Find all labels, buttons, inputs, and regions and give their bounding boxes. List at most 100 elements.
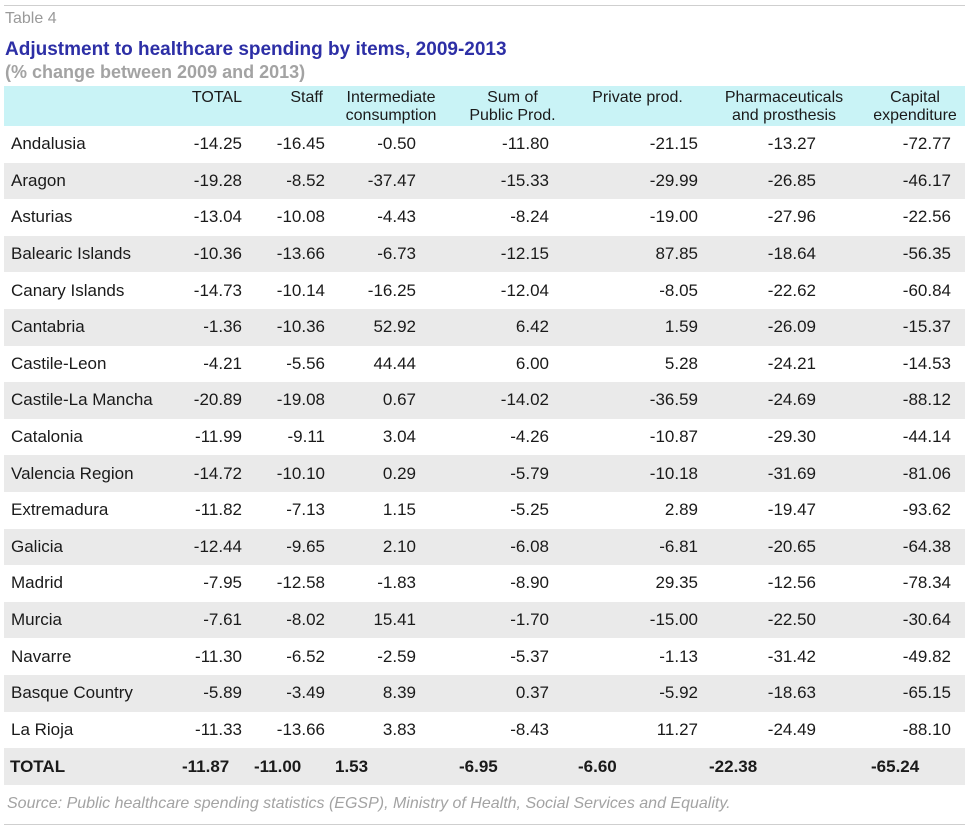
- cell-sum-public: -8.43: [510, 719, 549, 739]
- cell-private: 87.85: [655, 244, 698, 264]
- cell-intermediate: 52.92: [373, 317, 416, 337]
- cell-region: Murcia: [11, 610, 63, 630]
- header-sum-public: Sum of Public Prod.: [469, 89, 556, 124]
- total-row-pharma: -22.38: [709, 756, 758, 776]
- cell-intermediate: -37.47: [367, 170, 416, 190]
- cell-intermediate: 1.15: [382, 500, 416, 520]
- cell-private: -15.00: [649, 610, 698, 630]
- total-row-total: -11.87: [182, 756, 230, 776]
- header-pharma: Pharmaceuticals and prosthesis: [724, 89, 844, 124]
- cell-region: La Rioja: [11, 719, 74, 739]
- cell-region: Asturias: [11, 207, 73, 227]
- cell-total: -7.61: [203, 610, 242, 630]
- cell-pharma: -22.50: [767, 610, 816, 630]
- cell-sum-public: -5.79: [510, 463, 549, 483]
- header-capital: Capital expenditure: [873, 89, 957, 124]
- cell-staff: -10.36: [276, 317, 325, 337]
- cell-private: -5.92: [659, 683, 698, 703]
- total-row-label: TOTAL: [10, 756, 66, 776]
- total-row-intermediate: 1.53: [335, 756, 369, 776]
- cell-private: 5.28: [664, 353, 698, 373]
- cell-capital: -64.38: [902, 536, 951, 556]
- cell-region: Castile-Leon: [11, 353, 107, 373]
- cell-sum-public: -5.25: [510, 500, 549, 520]
- cell-total: -10.36: [193, 244, 242, 264]
- table-row: La Rioja -11.33 -13.66 3.83 -8.43 11.27 -24.49…: [4, 712, 965, 749]
- header-row: TOTAL Staff Intermediate consumption Sum …: [4, 86, 965, 126]
- cell-private: -36.59: [649, 390, 698, 410]
- cell-intermediate: 15.41: [373, 610, 416, 630]
- cell-region: Andalusia: [11, 134, 86, 154]
- cell-private: -10.18: [649, 463, 698, 483]
- cell-capital: -60.84: [902, 280, 951, 300]
- cell-region: Cantabria: [11, 317, 85, 337]
- cell-pharma: -29.30: [767, 427, 816, 447]
- cell-intermediate: -4.43: [377, 207, 416, 227]
- cell-sum-public: 6.42: [515, 317, 549, 337]
- cell-sum-public: -14.02: [500, 390, 549, 410]
- table-row: Asturias -13.04 -10.08 -4.43 -8.24 -19.00 -27.…: [4, 199, 965, 236]
- cell-region: Castile-La Mancha: [11, 390, 153, 410]
- cell-private: 29.35: [655, 573, 698, 593]
- cell-sum-public: 6.00: [515, 353, 549, 373]
- cell-private: -1.13: [659, 646, 698, 666]
- cell-private: -8.05: [659, 280, 698, 300]
- table-row: Navarre -11.30 -6.52 -2.59 -5.37 -1.13 -31.42 -…: [4, 638, 965, 675]
- cell-capital: -46.17: [902, 170, 951, 190]
- table-row: Balearic Islands -10.36 -13.66 -6.73 -12.15 8…: [4, 235, 965, 273]
- cell-total: -20.89: [193, 390, 242, 410]
- cell-sum-public: -1.70: [510, 610, 549, 630]
- cell-capital: -14.53: [902, 353, 951, 373]
- cell-total: -4.21: [203, 353, 242, 373]
- table-title: Adjustment to healthcare spending by ite…: [5, 39, 507, 60]
- cell-capital: -88.10: [902, 719, 951, 739]
- cell-capital: -49.82: [902, 646, 951, 666]
- cell-staff: -9.65: [286, 536, 325, 556]
- table-row: Madrid -7.95 -12.58 -1.83 -8.90 29.35 -12.56 -7…: [4, 565, 965, 602]
- table-row: Valencia Region -14.72 -10.10 0.29 -5.79 -10.…: [4, 455, 965, 492]
- cell-pharma: -24.21: [767, 353, 816, 373]
- cell-staff: -19.08: [276, 390, 325, 410]
- cell-staff: -7.13: [286, 500, 325, 520]
- cell-staff: -8.02: [286, 610, 325, 630]
- cell-pharma: -13.27: [767, 134, 816, 154]
- cell-pharma: -26.09: [767, 317, 816, 337]
- table-row: Cantabria -1.36 -10.36 52.92 6.42 1.59 -26.09 -…: [4, 308, 965, 346]
- total-row-private: -6.60: [578, 756, 617, 776]
- cell-sum-public: 0.37: [515, 683, 549, 703]
- cell-total: -11.30: [195, 646, 242, 666]
- cell-private: 11.27: [656, 719, 698, 739]
- table-label: Table 4: [5, 10, 57, 27]
- cell-intermediate: -6.73: [377, 244, 416, 264]
- total-row-staff: -11.00: [254, 756, 302, 776]
- cell-private: -6.81: [659, 536, 698, 556]
- table-row: Andalusia -14.25 -16.45 -0.50 -11.80 -21.15 -1…: [4, 126, 965, 163]
- cell-sum-public: -12.15: [500, 244, 549, 264]
- cell-private: -19.00: [649, 207, 698, 227]
- total-row-capital: -65.24: [871, 756, 920, 776]
- cell-region: Basque Country: [11, 683, 133, 703]
- cell-region: Catalonia: [11, 427, 83, 447]
- cell-staff: -13.66: [276, 244, 325, 264]
- header-region: [4, 86, 176, 126]
- cell-pharma: -22.62: [767, 280, 816, 300]
- cell-intermediate: -0.50: [377, 134, 416, 154]
- cell-staff: -5.56: [286, 353, 325, 373]
- cell-pharma: -24.69: [767, 390, 816, 410]
- cell-pharma: -12.56: [767, 573, 816, 593]
- cell-region: Extremadura: [11, 500, 109, 520]
- table-row: Murcia -7.61 -8.02 15.41 -1.70 -15.00 -22.50 -3…: [4, 601, 965, 639]
- cell-private: 1.59: [664, 317, 698, 337]
- cell-region: Balearic Islands: [11, 244, 132, 264]
- cell-sum-public: -15.33: [500, 170, 549, 190]
- cell-staff: -10.14: [276, 280, 325, 300]
- cell-region: Canary Islands: [11, 280, 125, 300]
- cell-intermediate: 3.04: [382, 427, 416, 447]
- cell-private: -10.87: [649, 427, 698, 447]
- table-subtitle: (% change between 2009 and 2013): [5, 62, 306, 82]
- header-private: Private prod.: [592, 89, 683, 106]
- cell-capital: -78.34: [902, 573, 951, 593]
- cell-intermediate: 3.83: [382, 719, 416, 739]
- cell-capital: -72.77: [902, 134, 951, 154]
- cell-staff: -12.58: [276, 573, 325, 593]
